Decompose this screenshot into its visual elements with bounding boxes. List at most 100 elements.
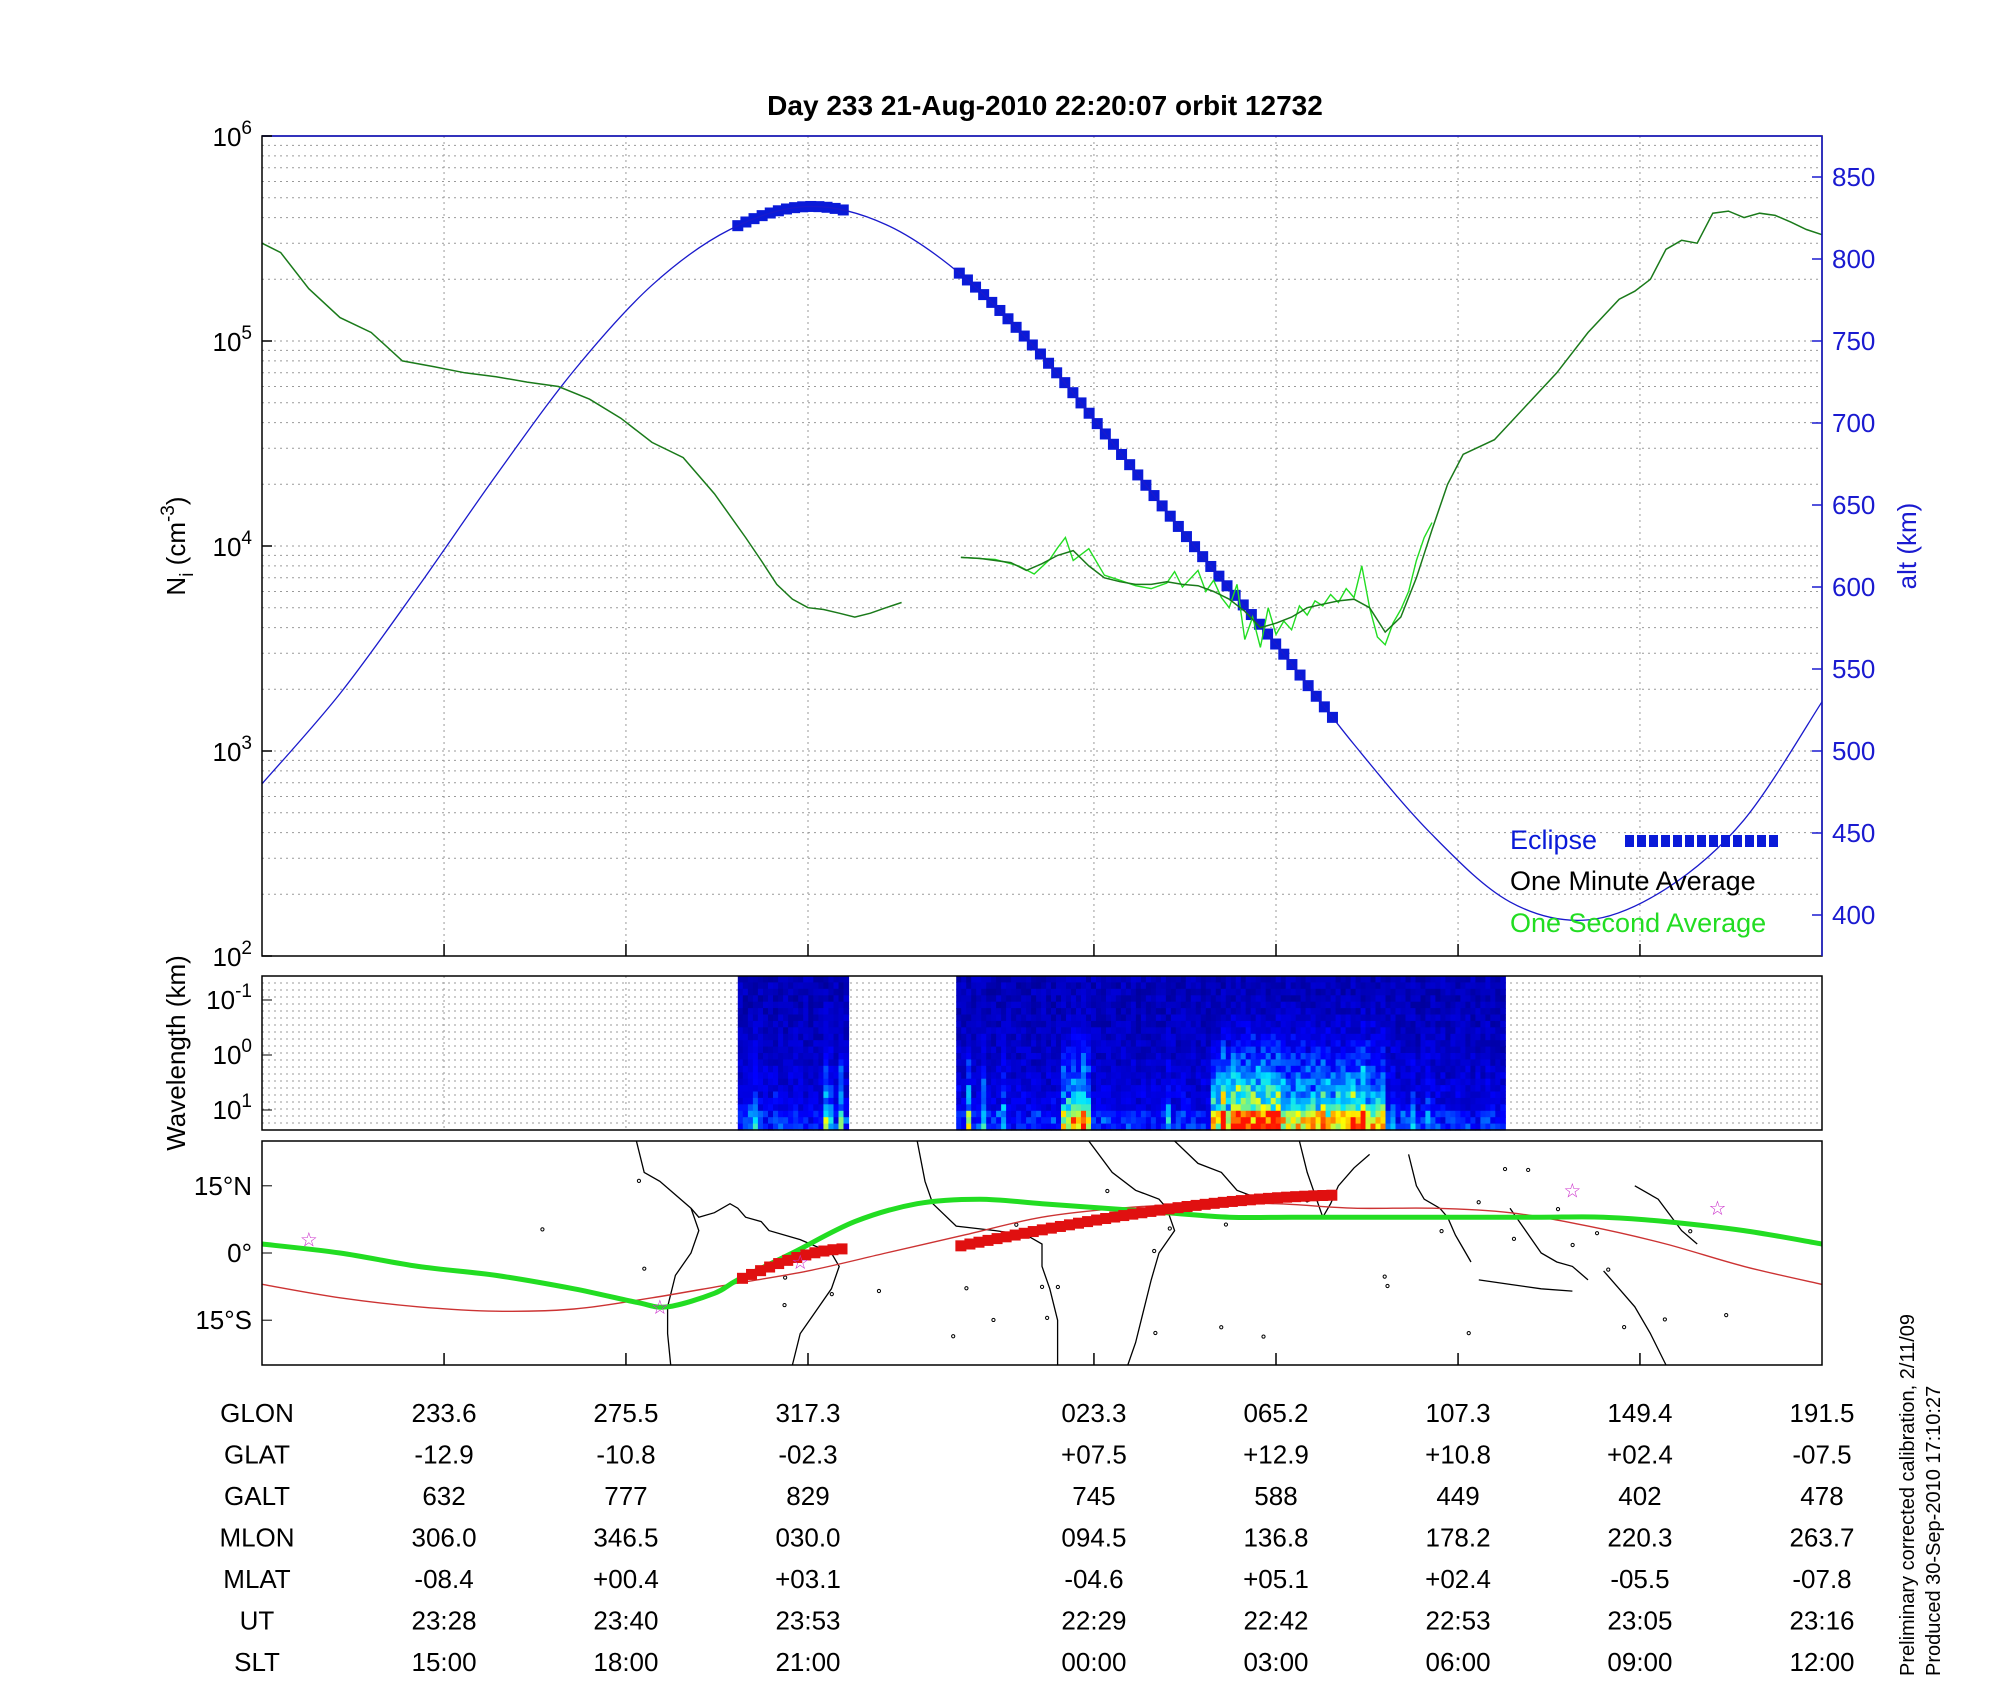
spectrogram-cell (1031, 1008, 1037, 1016)
spectrogram-cell (808, 988, 814, 996)
spectrogram-cell (1295, 1065, 1302, 1073)
spectrogram-cell (956, 1014, 962, 1022)
spectrogram-cell (1036, 1091, 1042, 1099)
spectrogram-cell (1335, 1046, 1342, 1054)
spectrogram-cell (1145, 1014, 1152, 1022)
spectrogram-cell (1240, 1033, 1247, 1041)
spectrogram-cell (1325, 976, 1332, 983)
spectrogram-cell (1415, 1097, 1422, 1105)
spectrogram-cell (1215, 1046, 1222, 1054)
spectrogram-cell (1115, 1072, 1122, 1080)
spectrogram-cell (991, 988, 997, 996)
spectrogram-cell (1031, 1078, 1037, 1086)
spectrogram-cell (1415, 1065, 1422, 1073)
spectrogram-cell (1425, 976, 1431, 983)
spectrogram-cell (1175, 1091, 1182, 1099)
legend: Eclipse One Minute Average One Second Av… (1510, 825, 1778, 938)
spectrogram-cell (1420, 1053, 1427, 1060)
spectrogram-cell (1410, 1091, 1417, 1099)
spectrogram-cell (1200, 1078, 1207, 1086)
island (1688, 1229, 1693, 1234)
spectrogram-cell (1195, 1033, 1202, 1041)
spectrogram-cell (1145, 1072, 1152, 1080)
spectrogram-cell (752, 1040, 759, 1048)
spectrogram-cell (1360, 1020, 1367, 1028)
spectrogram-cell (1475, 1008, 1481, 1016)
spectrogram-cell (1135, 995, 1142, 1003)
island (636, 1178, 642, 1183)
spectrogram-cell (996, 1110, 1002, 1118)
spectrogram-cell (1096, 1072, 1102, 1080)
density-grid (262, 136, 1822, 956)
spectrogram-cell (1150, 1097, 1157, 1105)
spectrogram-cell (1170, 1001, 1177, 1009)
spectrogram-cell (1155, 976, 1162, 983)
spectrogram-cell (1155, 1117, 1162, 1125)
spectrogram-cell (1495, 1104, 1501, 1112)
spectrogram-cell (1240, 1059, 1247, 1067)
spectrogram-cell (1081, 1027, 1087, 1035)
spectrogram-cell (793, 1053, 799, 1060)
spectrogram-cell (1300, 1027, 1307, 1035)
spectrogram-cell (1440, 995, 1446, 1003)
legend-eclipse-marker (1721, 835, 1730, 847)
spectrogram-cell (956, 976, 962, 983)
spectrogram-cell (1350, 1033, 1357, 1041)
spectrogram-cell (1440, 1110, 1446, 1118)
spectrogram-cell (747, 1027, 754, 1035)
spectrogram-cell (838, 1085, 845, 1093)
spectrogram-cell (793, 1014, 799, 1022)
spectrogram-cell (1160, 1020, 1167, 1028)
table-cell: -05.5 (1610, 1564, 1669, 1594)
spectrogram-cell (768, 1072, 774, 1080)
spectrogram-cell (976, 995, 982, 1003)
spectrogram-cell (1330, 1059, 1337, 1067)
spectrogram-cell (1041, 1123, 1047, 1131)
map-y-tick-label: 15°N (194, 1171, 252, 1201)
spectrogram-cell (1145, 1091, 1152, 1099)
spectrogram-cell (1480, 1001, 1486, 1009)
spectrogram-cell (1470, 1014, 1476, 1022)
spectrogram-cell (1290, 1123, 1297, 1131)
spectrogram-cell (1435, 995, 1441, 1003)
spectrogram-cell (1390, 1027, 1397, 1035)
map-eclipse-marker (1317, 1189, 1329, 1201)
spectrogram-cell (1130, 1110, 1137, 1118)
spectrogram-cell (793, 1104, 799, 1112)
spectrogram-cell (778, 1008, 784, 1016)
spectrogram-cell (1120, 1117, 1127, 1125)
spectrogram-cell (1320, 1046, 1327, 1054)
spectrogram-cell (1340, 1085, 1347, 1093)
spectrogram-cell (798, 1110, 804, 1118)
spectrogram-cell (1485, 1091, 1491, 1099)
spectrogram-cell (838, 1104, 845, 1112)
spectrogram-cell (1091, 1053, 1097, 1060)
spectrogram-cell (1111, 1053, 1117, 1060)
spectrogram-cell (1300, 1020, 1307, 1028)
spectrogram-cell (783, 1046, 789, 1054)
spectrogram-cell (818, 1033, 824, 1041)
spectrogram-cell (1480, 1110, 1486, 1118)
spectrogram-cell (1180, 1110, 1187, 1118)
spectrogram-cell (1430, 982, 1436, 990)
spectrogram-cell (1415, 1014, 1422, 1022)
spectrogram-cell (1385, 1072, 1392, 1080)
spectrogram-cell (818, 1020, 824, 1028)
spectrogram-cell (1086, 1020, 1092, 1028)
spectrogram-cell (1450, 1053, 1456, 1060)
spectrogram-cell (1071, 988, 1077, 996)
spectrogram-cell (763, 1014, 769, 1022)
spectrogram-cell (1345, 1053, 1352, 1060)
spectrogram-cell (1041, 995, 1047, 1003)
spectrogram-cell (1430, 988, 1436, 996)
spectrogram-cell (1280, 1020, 1287, 1028)
spectrogram-cell (1036, 1046, 1042, 1054)
spectrogram-cell (1360, 1059, 1367, 1067)
spectrogram-cell (1046, 982, 1052, 990)
spectrogram-cell (961, 1123, 967, 1131)
spectrogram-cell (1500, 1091, 1506, 1099)
spectrogram-cell (1430, 1001, 1436, 1009)
spectrogram-cell (1016, 995, 1022, 1003)
spectrogram-cell (1465, 1040, 1471, 1048)
spectrogram-cell (752, 1001, 759, 1009)
